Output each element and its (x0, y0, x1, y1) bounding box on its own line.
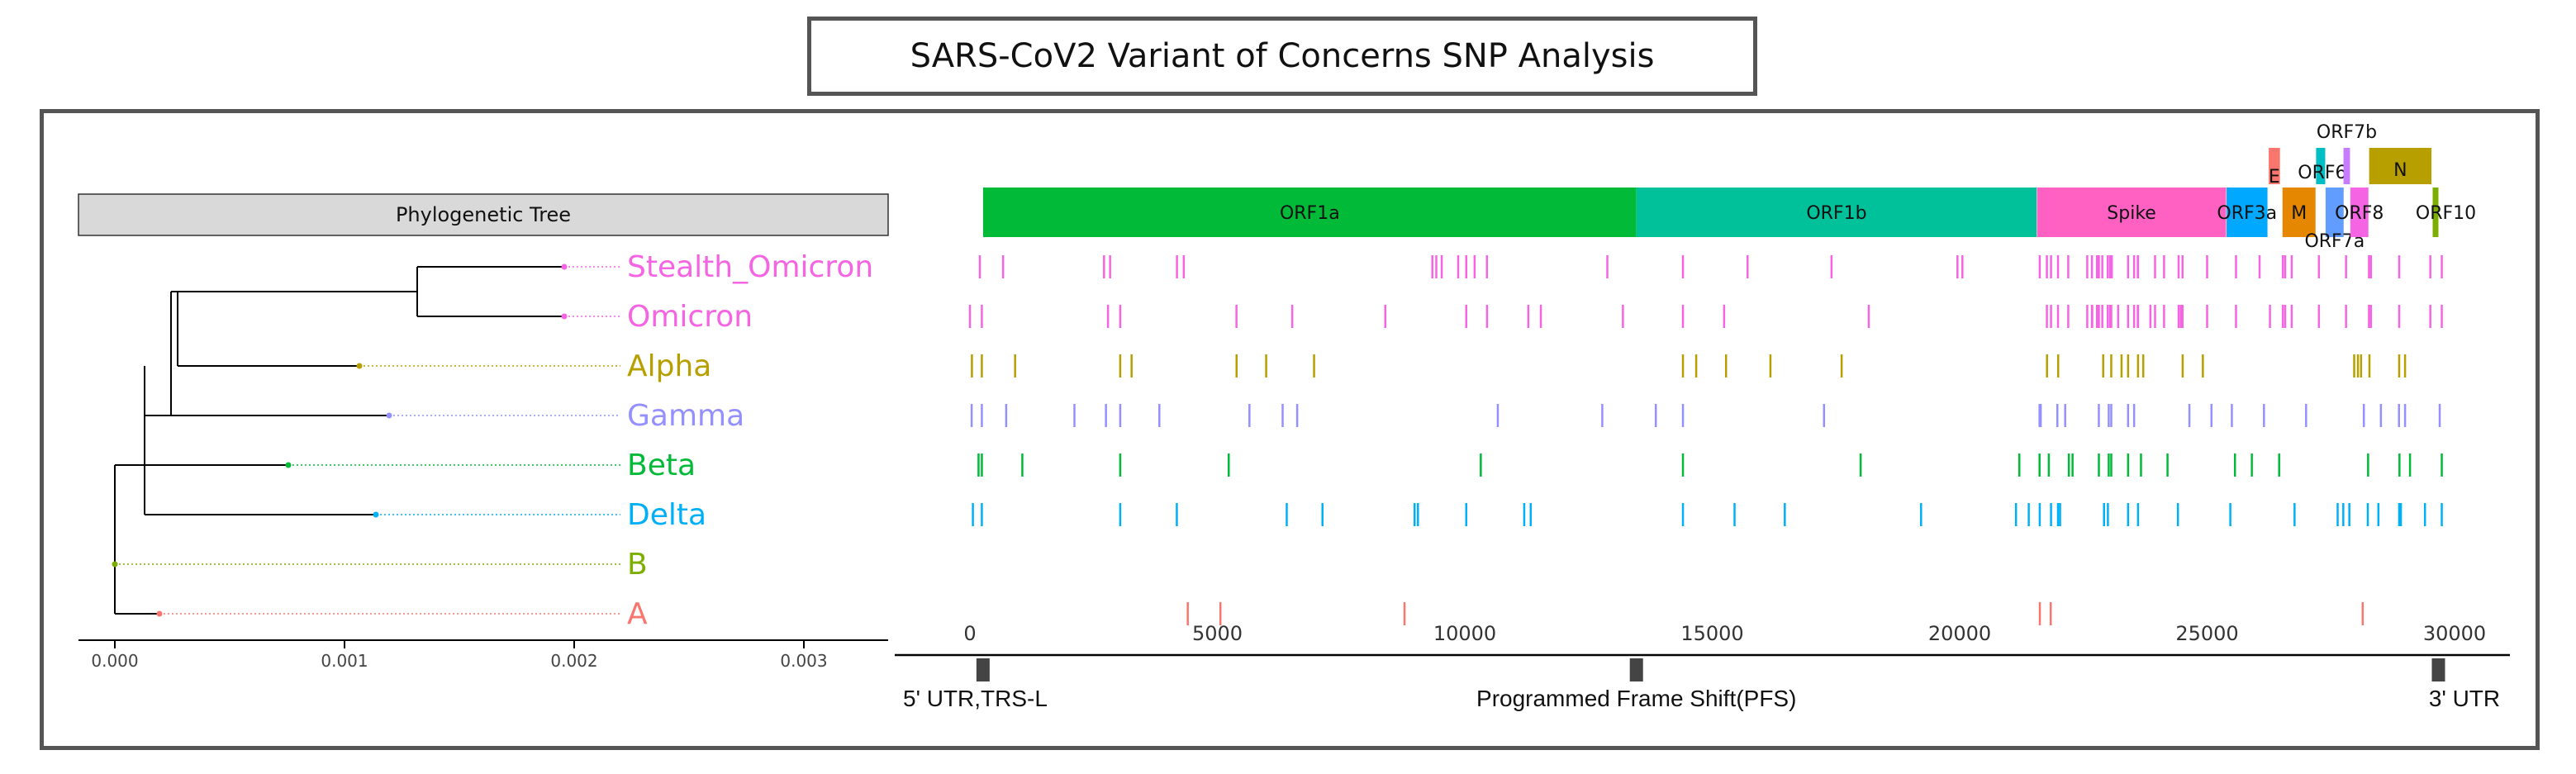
gene-label-orf7b: ORF7b (2317, 122, 2377, 143)
gene-label-m: M (2291, 203, 2307, 224)
gene-label-orf8: ORF8 (2335, 203, 2384, 224)
gene-block-orf10 (2432, 188, 2439, 237)
tree-axis-tick-label: 0.002 (550, 651, 597, 671)
landmark-marker (976, 658, 990, 681)
genome-axis-tick-label: 0 (963, 622, 976, 645)
tip-label-b: B (627, 548, 648, 582)
tip-point (285, 462, 292, 468)
tip-point (561, 264, 568, 270)
tree-axis-tick-label: 0.000 (91, 651, 138, 671)
gene-label-orf1b: ORF1b (1806, 203, 1866, 224)
tip-label-a: A (627, 597, 648, 631)
tip-point (112, 561, 118, 567)
tip-point (386, 412, 392, 419)
gene-block-m (2282, 188, 2316, 237)
genome-axis-tick-label: 25000 (2175, 622, 2238, 645)
tip-label-delta: Delta (627, 498, 706, 532)
gene-block-orf1a (982, 188, 1637, 237)
gene-block-spike (2037, 188, 2227, 237)
tip-label-beta: Beta (627, 449, 696, 482)
gene-label-orf3a: ORF3a (2217, 203, 2277, 224)
gene-block-orf7b (2343, 148, 2350, 184)
tip-point (561, 313, 568, 320)
gene-block-orf8 (2350, 188, 2369, 237)
gene-block-orf6 (2316, 148, 2326, 184)
tip-label-omicron: Omicron (627, 300, 753, 334)
tip-point (156, 610, 163, 617)
gene-block-orf7a (2325, 188, 2344, 237)
tip-label-gamma: Gamma (627, 399, 744, 433)
figure-frame: Phylogenetic Tree Stealth_Omicron Omicron A… (40, 109, 2540, 750)
genome-axis-tick-label: 30000 (2423, 622, 2486, 645)
gene-label-spike: Spike (2107, 203, 2156, 224)
genome-snp-panel: ORF1a ORF1b Spike ORF3aEMORF6ORF7aORF7bORF8… (895, 122, 2510, 711)
genome-axis-tick-label: 20000 (1928, 622, 1991, 645)
chart-title: SARS-CoV2 Variant of Concerns SNP Analys… (807, 17, 1757, 96)
tree-axis-tick-label: 0.003 (780, 651, 827, 671)
gene-block-e (2269, 148, 2280, 184)
tree-header-bar (78, 193, 889, 236)
landmark-label: 3' UTR (2429, 686, 2500, 711)
tree-axis-tick-label: 0.001 (321, 651, 368, 671)
landmark-marker (2431, 658, 2445, 681)
landmark-label: Programmed Frame Shift(PFS) (1476, 686, 1796, 711)
gene-label-orf1a: ORF1a (1280, 203, 1340, 224)
gene-label-e: E (2269, 167, 2280, 188)
figure-canvas: Phylogenetic Tree Stealth_Omicron Omicron A… (78, 122, 2510, 711)
genome-axis-tick-label: 5000 (1192, 622, 1243, 645)
tip-label-stealth_omicron: Stealth_Omicron (627, 250, 873, 284)
gene-block-orf1b (1636, 188, 2037, 237)
tip-point (356, 363, 363, 369)
landmark-label: 5' UTR,TRS-L (903, 686, 1048, 711)
gene-label-orf10: ORF10 (2416, 203, 2476, 224)
genome-axis-tick-label: 15000 (1680, 622, 1743, 645)
landmark-marker (1629, 658, 1643, 681)
gene-label-n: N (2393, 160, 2407, 181)
tree-header-label: Phylogenetic Tree (396, 203, 571, 226)
tip-point (373, 511, 379, 518)
genome-axis-tick-label: 10000 (1433, 622, 1496, 645)
gene-block-orf3a (2227, 188, 2268, 237)
phylogenetic-tree-panel: Phylogenetic Tree Stealth_Omicron Omicron A… (78, 193, 889, 671)
gene-label-orf6: ORF6 (2298, 163, 2346, 183)
gene-block-n (2369, 148, 2432, 184)
tip-label-alpha: Alpha (627, 349, 711, 383)
